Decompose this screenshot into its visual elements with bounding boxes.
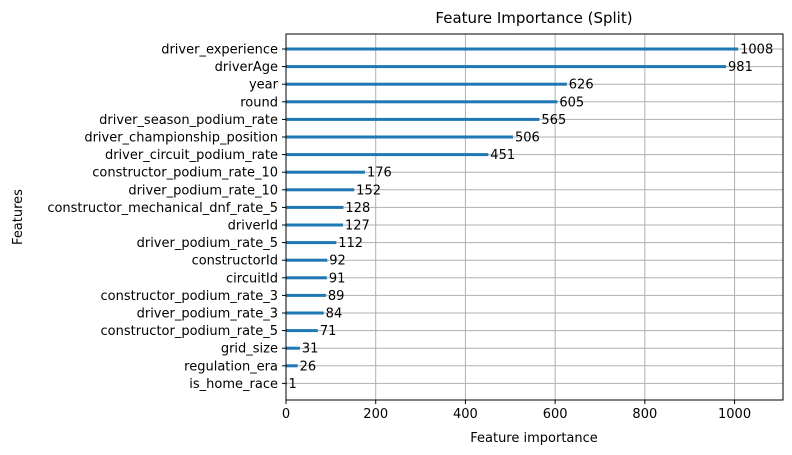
y-tick-label: driver_podium_rate_10 [128, 183, 278, 198]
data-label: 451 [490, 148, 515, 163]
y-tick-label: driver_circuit_podium_rate [105, 148, 278, 163]
bar [286, 135, 513, 139]
bar [286, 276, 327, 280]
x-tick-label: 800 [632, 407, 657, 422]
bar [286, 47, 739, 51]
y-tick-label: driverId [228, 219, 278, 234]
x-tick-label: 0 [282, 407, 290, 422]
data-label: 112 [338, 236, 363, 251]
y-tick-label: driverAge [215, 60, 278, 75]
y-tick-label: year [249, 78, 279, 93]
data-label: 981 [728, 60, 753, 75]
x-axis-title: Feature importance [470, 431, 598, 446]
bar [286, 223, 343, 227]
bar [286, 293, 326, 297]
bar [286, 311, 324, 315]
x-tick-label: 400 [453, 407, 478, 422]
data-label: 626 [569, 78, 594, 93]
bar [286, 258, 328, 262]
data-label: 91 [329, 271, 346, 286]
bar [286, 364, 298, 368]
y-tick-label: is_home_race [189, 377, 278, 392]
data-label: 92 [329, 254, 346, 269]
bar [286, 329, 318, 333]
bar [286, 100, 558, 104]
y-tick-label: driver_experience [161, 43, 278, 58]
bar [286, 205, 344, 209]
y-tick-label: constructor_podium_rate_3 [101, 289, 279, 304]
data-label: 506 [515, 131, 540, 146]
data-label: 89 [328, 289, 345, 304]
chart-title: Feature Importance (Split) [435, 9, 632, 27]
y-tick-label: driver_season_podium_rate [99, 113, 278, 128]
y-tick-labels: driver_experience driverAge year round drive… [47, 43, 286, 392]
bar [286, 188, 355, 192]
y-tick-label: constructor_mechanical_dnf_rate_5 [47, 201, 278, 216]
bar-layer [286, 47, 739, 385]
bar [286, 153, 489, 157]
data-label: 26 [300, 359, 317, 374]
x-tick-label: 1000 [718, 407, 751, 422]
bar [286, 82, 567, 86]
plot-frame [285, 33, 784, 401]
x-tick-label: 600 [543, 407, 568, 422]
data-label: 565 [541, 113, 566, 128]
data-label: 1008 [740, 43, 773, 58]
y-tick-label: grid_size [221, 342, 278, 357]
x-tick-label: 200 [363, 407, 388, 422]
bar [286, 65, 727, 69]
data-label: 1 [288, 377, 296, 392]
data-label: 152 [356, 183, 381, 198]
x-tick-labels: 0 200 400 600 800 1000 [282, 400, 751, 422]
y-tick-label: round [240, 95, 278, 110]
bar [286, 346, 300, 350]
data-label: 127 [345, 219, 370, 234]
data-label: 128 [345, 201, 370, 216]
y-tick-label: driver_championship_position [84, 131, 278, 146]
bar [286, 170, 365, 174]
y-axis-title: Features [11, 189, 26, 245]
bar [286, 241, 337, 245]
data-label: 31 [302, 342, 319, 357]
y-tick-label: constructor_podium_rate_10 [92, 166, 278, 181]
y-tick-label: constructorId [192, 254, 278, 269]
y-tick-label: constructor_podium_rate_5 [101, 324, 279, 339]
data-label: 84 [326, 307, 343, 322]
y-tick-label: driver_podium_rate_3 [137, 307, 278, 322]
y-tick-label: circuitId [226, 271, 278, 286]
data-label: 605 [559, 95, 584, 110]
grid-layer [285, 34, 783, 400]
data-label: 176 [367, 166, 392, 181]
y-tick-label: driver_podium_rate_5 [137, 236, 278, 251]
y-tick-label: regulation_era [184, 359, 278, 374]
data-label: 71 [320, 324, 337, 339]
bar [286, 117, 540, 121]
